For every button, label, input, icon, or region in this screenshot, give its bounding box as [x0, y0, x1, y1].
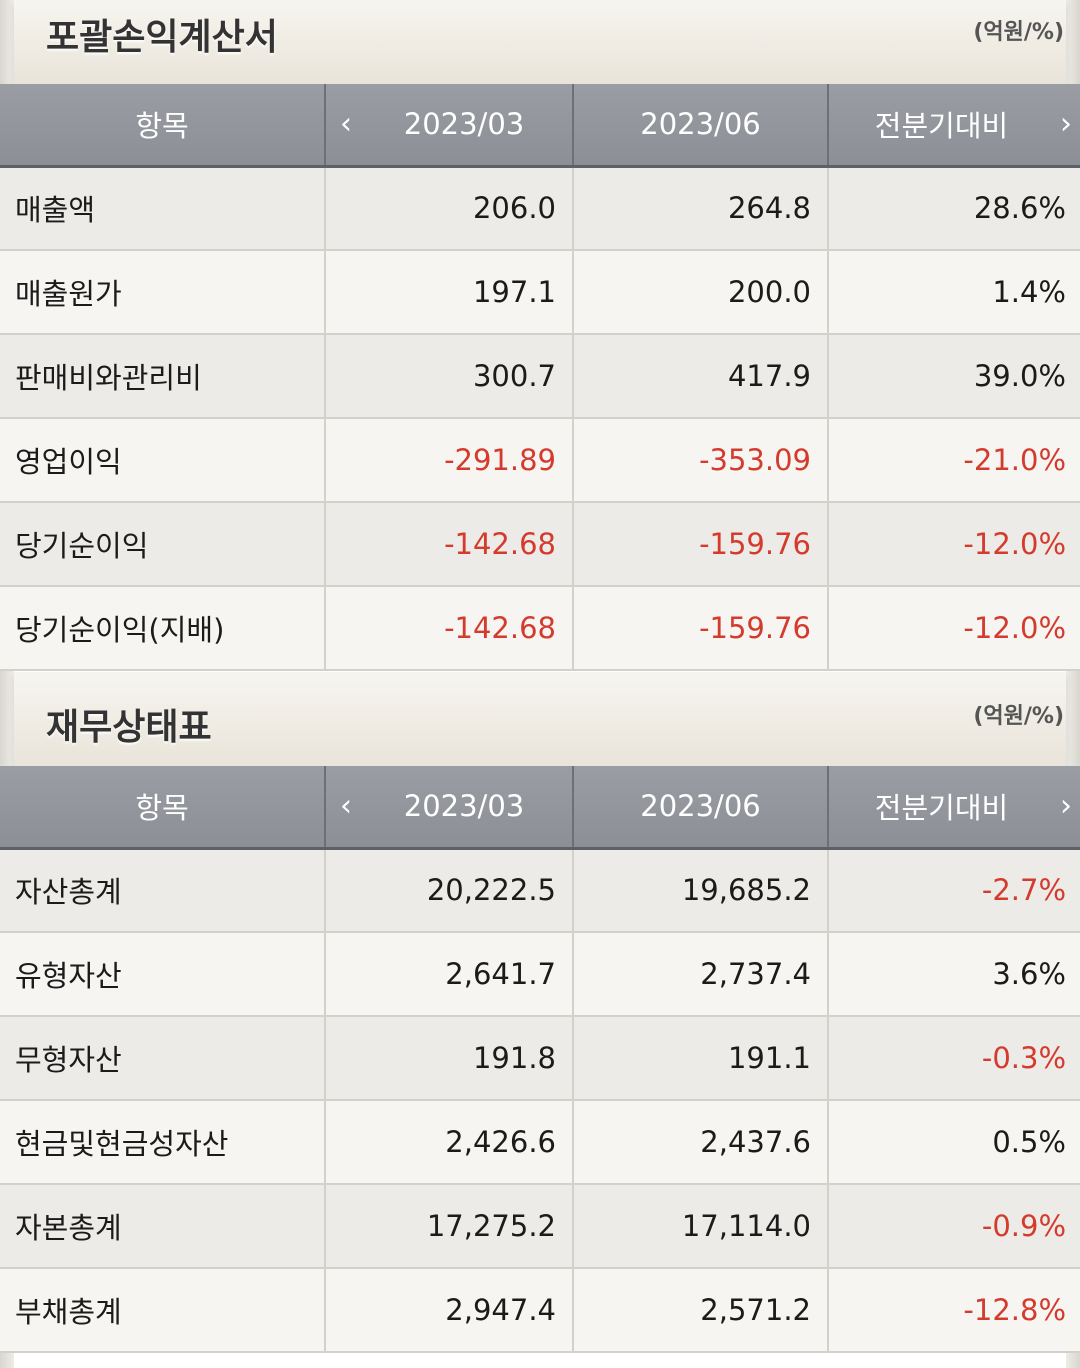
balance-table-body: 자산총계 20,222.5 19,685.2 -2.7% 유형자산 2,641.7 2,73…	[0, 848, 1080, 1353]
value-2023-03: 2,426.6	[324, 1100, 573, 1185]
value-qoq-change: -12.8%	[827, 1268, 1080, 1353]
row-item-label: 매출액	[0, 166, 325, 251]
col-header-qoq: 전분기대비 ›	[827, 84, 1080, 168]
value-2023-06: 2,571.2	[572, 1268, 828, 1353]
table-row: 유형자산 2,641.7 2,737.4 3.6%	[0, 932, 1080, 1017]
col-header-item: 항목	[0, 84, 325, 168]
table-row: 매출원가 197.1 200.0 1.4%	[0, 250, 1080, 335]
income-section-title: 포괄손익계산서	[46, 17, 278, 58]
row-item-label: 당기순이익	[0, 502, 325, 587]
col-header-2023-06: 2023/06	[572, 766, 828, 850]
value-2023-06: 200.0	[572, 250, 828, 335]
value-2023-03: 17,275.2	[324, 1184, 573, 1269]
col-header-qoq: 전분기대비 ›	[827, 766, 1080, 850]
value-2023-03: 300.7	[324, 334, 573, 419]
income-table: 항목 ‹ 2023/03 2023/06 전분기대비 › 매출액 206.0 264…	[0, 84, 1080, 671]
row-item-label: 유형자산	[0, 932, 325, 1017]
table-row: 현금및현금성자산 2,426.6 2,437.6 0.5%	[0, 1100, 1080, 1185]
value-2023-06: 2,437.6	[572, 1100, 828, 1185]
value-2023-06: 19,685.2	[572, 848, 828, 933]
col-header-2023-03: ‹ 2023/03	[324, 84, 573, 168]
value-2023-06: 264.8	[572, 166, 828, 251]
value-qoq-change: -0.3%	[827, 1016, 1080, 1101]
value-2023-06: -353.09	[572, 418, 828, 503]
value-qoq-change: 39.0%	[827, 334, 1080, 419]
value-2023-03: 2,641.7	[324, 932, 573, 1017]
value-qoq-change: 28.6%	[827, 166, 1080, 251]
value-2023-06: -159.76	[572, 502, 828, 587]
col-header-2023-03: ‹ 2023/03	[324, 766, 573, 850]
balance-unit-label: (억원/%)	[973, 704, 1064, 729]
table-row: 부채총계 2,947.4 2,571.2 -12.8%	[0, 1268, 1080, 1353]
value-qoq-change: -21.0%	[827, 418, 1080, 503]
row-item-label: 영업이익	[0, 418, 325, 503]
chevron-left-icon[interactable]: ‹	[340, 106, 352, 142]
value-2023-03: 2,947.4	[324, 1268, 573, 1353]
value-2023-06: 417.9	[572, 334, 828, 419]
table-row: 당기순이익(지배) -142.68 -159.76 -12.0%	[0, 586, 1080, 671]
value-2023-06: 17,114.0	[572, 1184, 828, 1269]
value-2023-03: 197.1	[324, 250, 573, 335]
value-qoq-change: 0.5%	[827, 1100, 1080, 1185]
table-row: 영업이익 -291.89 -353.09 -21.0%	[0, 418, 1080, 503]
table-row: 무형자산 191.8 191.1 -0.3%	[0, 1016, 1080, 1101]
row-item-label: 당기순이익(지배)	[0, 586, 325, 671]
value-2023-06: 191.1	[572, 1016, 828, 1101]
value-qoq-change: -12.0%	[827, 586, 1080, 671]
chevron-right-icon[interactable]: ›	[1060, 106, 1072, 142]
row-item-label: 판매비와관리비	[0, 334, 325, 419]
value-qoq-change: 3.6%	[827, 932, 1080, 1017]
col-header-2023-06: 2023/06	[572, 84, 828, 168]
col-header-item: 항목	[0, 766, 325, 850]
value-qoq-change: -0.9%	[827, 1184, 1080, 1269]
row-item-label: 자산총계	[0, 848, 325, 933]
value-2023-03: -142.68	[324, 586, 573, 671]
balance-section: 재무상태표 (억원/%)	[14, 672, 1066, 768]
row-item-label: 현금및현금성자산	[0, 1100, 325, 1185]
table-row: 판매비와관리비 300.7 417.9 39.0%	[0, 334, 1080, 419]
row-item-label: 무형자산	[0, 1016, 325, 1101]
chevron-right-icon[interactable]: ›	[1060, 788, 1072, 824]
value-2023-03: 206.0	[324, 166, 573, 251]
value-2023-03: -142.68	[324, 502, 573, 587]
income-unit-label: (억원/%)	[973, 20, 1064, 45]
balance-table-header: 항목 ‹ 2023/03 2023/06 전분기대비 ›	[0, 766, 1080, 850]
chevron-left-icon[interactable]: ‹	[340, 788, 352, 824]
value-2023-03: -291.89	[324, 418, 573, 503]
table-row: 자산총계 20,222.5 19,685.2 -2.7%	[0, 848, 1080, 933]
row-item-label: 자본총계	[0, 1184, 325, 1269]
value-2023-03: 20,222.5	[324, 848, 573, 933]
table-row: 자본총계 17,275.2 17,114.0 -0.9%	[0, 1184, 1080, 1269]
value-2023-06: -159.76	[572, 586, 828, 671]
table-row: 당기순이익 -142.68 -159.76 -12.0%	[0, 502, 1080, 587]
value-qoq-change: -2.7%	[827, 848, 1080, 933]
table-row: 매출액 206.0 264.8 28.6%	[0, 166, 1080, 251]
value-qoq-change: -12.0%	[827, 502, 1080, 587]
row-item-label: 매출원가	[0, 250, 325, 335]
income-table-body: 매출액 206.0 264.8 28.6% 매출원가 197.1 200.0 1.4% 판매비와…	[0, 166, 1080, 671]
income-table-header: 항목 ‹ 2023/03 2023/06 전분기대비 ›	[0, 84, 1080, 168]
income-section-header: 포괄손익계산서 (억원/%)	[14, 0, 1066, 84]
income-section: 포괄손익계산서 (억원/%)	[14, 0, 1066, 84]
balance-section-header: 재무상태표 (억원/%)	[14, 672, 1066, 768]
row-item-label: 부채총계	[0, 1268, 325, 1353]
value-2023-06: 2,737.4	[572, 932, 828, 1017]
balance-table: 항목 ‹ 2023/03 2023/06 전분기대비 › 자산총계 20,222.…	[0, 766, 1080, 1353]
balance-section-title: 재무상태표	[46, 707, 212, 748]
value-2023-03: 191.8	[324, 1016, 573, 1101]
value-qoq-change: 1.4%	[827, 250, 1080, 335]
